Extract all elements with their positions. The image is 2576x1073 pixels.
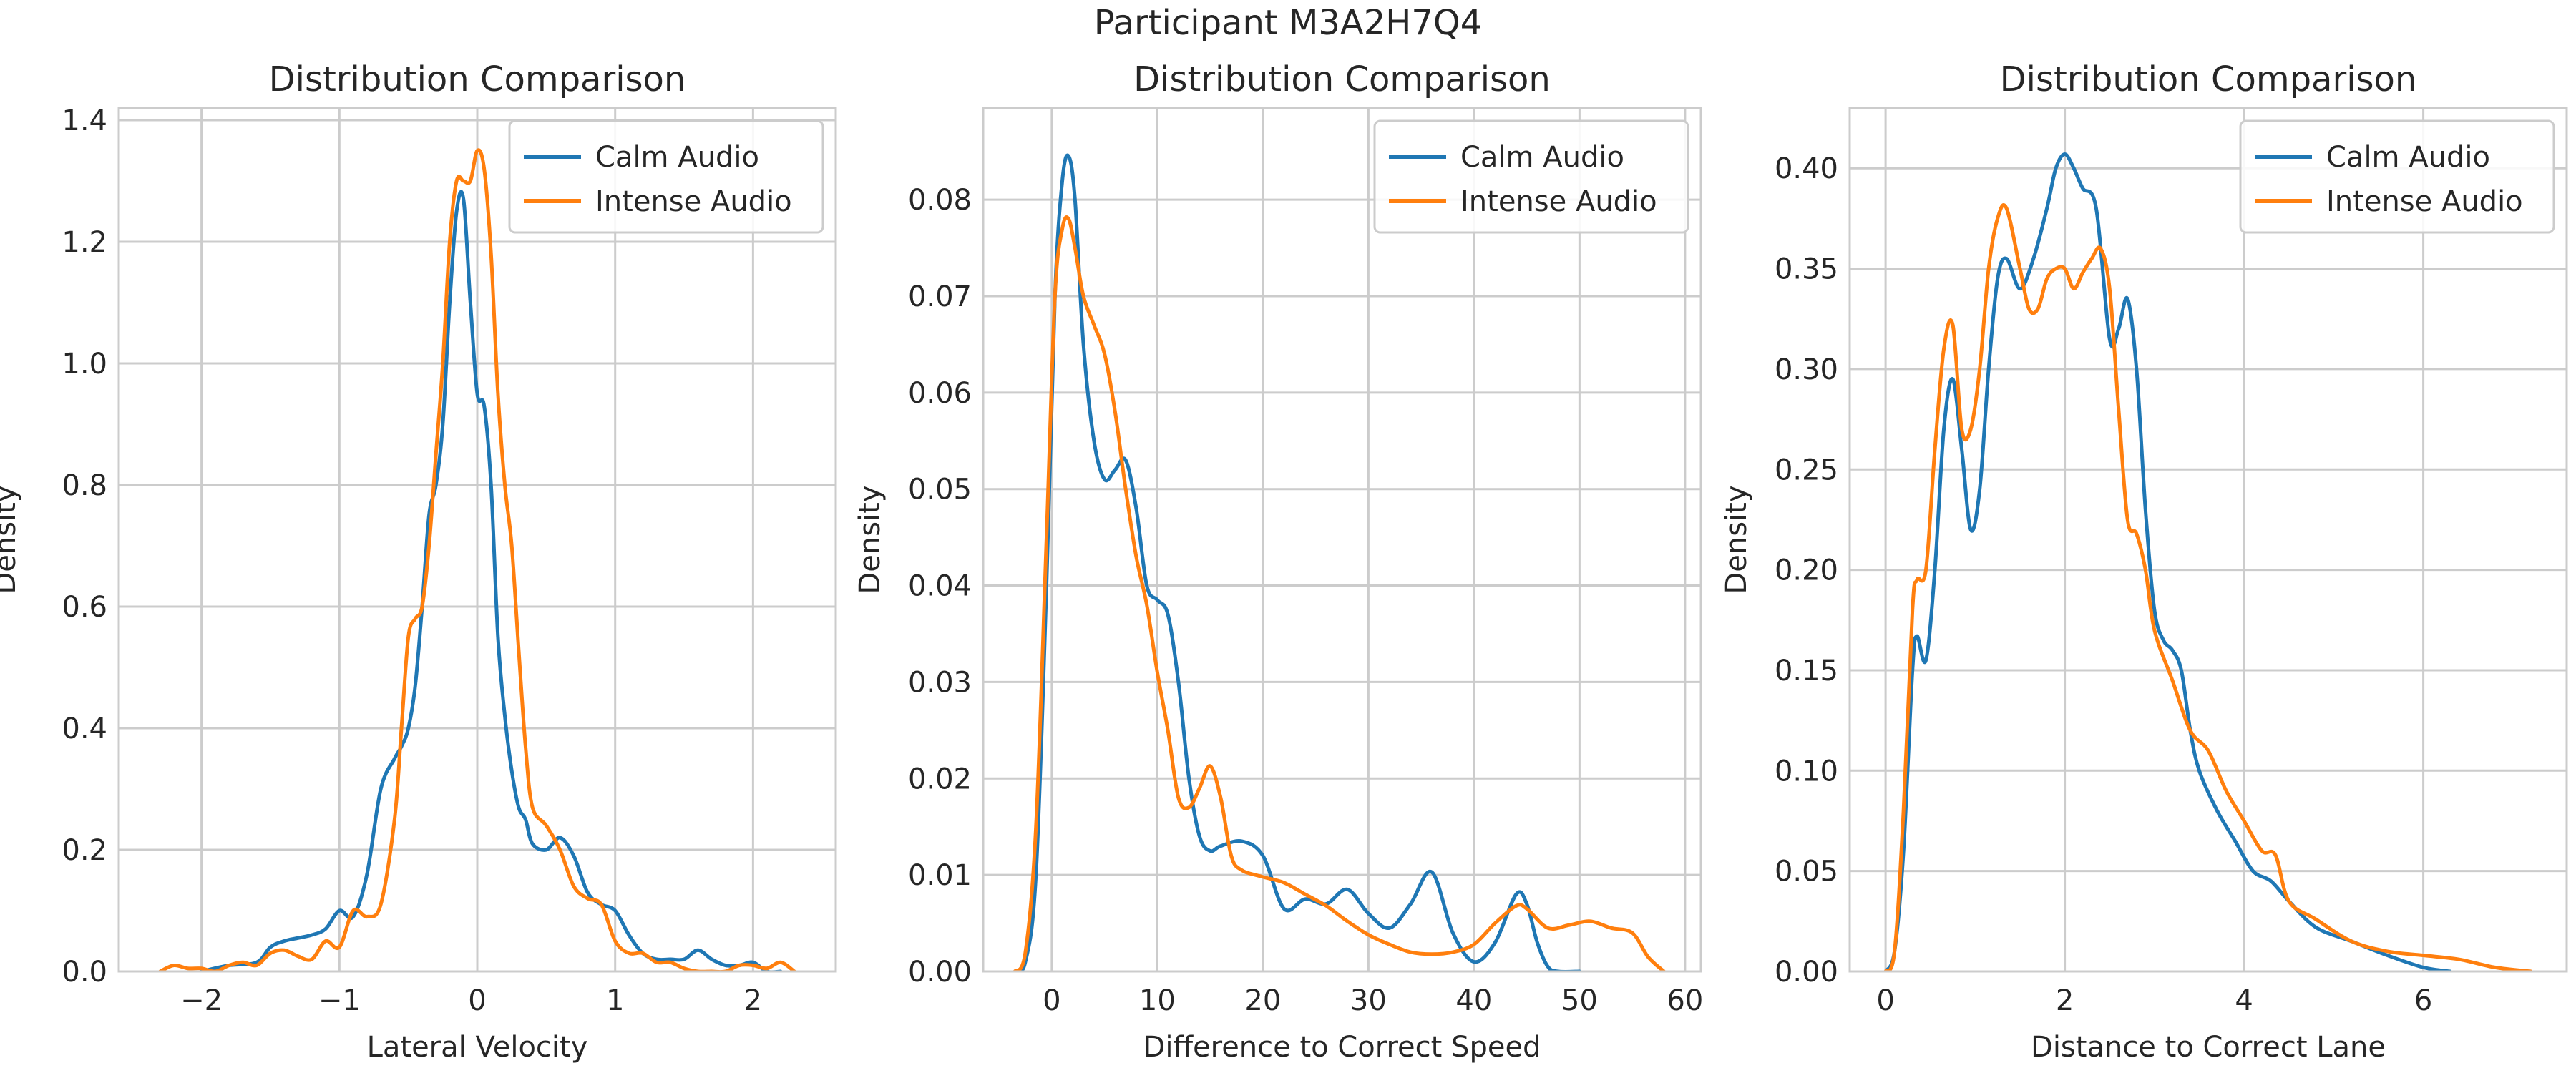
y-tick-label: 0.35	[1775, 253, 1838, 286]
y-tick-label: 1.0	[62, 348, 107, 381]
x-tick-label: 0	[468, 984, 486, 1017]
chart-panels: 0.0 0.2 0.4 0.6 0.8 1.0 1.2 1.4 −2 −1 0 1 2 Distribut…	[0, 59, 2568, 1064]
y-tick-label: 0.6	[62, 591, 107, 624]
y-tick-label: 0.30	[1775, 353, 1838, 386]
legend: Calm Audio Intense Audio	[508, 119, 824, 234]
y-tick-label: 1.2	[62, 226, 107, 259]
x-tick-label: 1	[606, 984, 624, 1017]
x-tick-label: 0	[1876, 984, 1894, 1017]
chart-title: Distribution Comparison	[1133, 59, 1551, 99]
legend-frame	[1373, 119, 1689, 234]
y-tick-label: 0.00	[1775, 956, 1838, 989]
series-line-intense-audio	[1013, 215, 1666, 971]
x-tick-label: 40	[1455, 984, 1492, 1017]
series-line-intense-audio	[1883, 203, 2533, 971]
legend: Calm Audio Intense Audio	[2239, 119, 2555, 234]
x-tick-label: −2	[180, 984, 223, 1017]
legend-label: Calm Audio	[1460, 141, 1624, 174]
legend-frame	[508, 119, 824, 234]
chart-title: Distribution Comparison	[269, 59, 686, 99]
chart-panel-1: 0.0 0.2 0.4 0.6 0.8 1.0 1.2 1.4 −2 −1 0 1 2 Distribut…	[0, 59, 837, 1064]
series-line-intense-audio	[158, 148, 796, 971]
x-tick-label: 30	[1350, 984, 1387, 1017]
x-tick-label: −1	[318, 984, 361, 1017]
y-tick-label: 0.15	[1775, 655, 1838, 687]
legend-label: Calm Audio	[2326, 141, 2490, 174]
y-tick-label: 0.10	[1775, 755, 1838, 788]
y-tick-label: 0.2	[62, 834, 107, 867]
y-tick-label: 0.06	[908, 377, 972, 410]
y-tick-label: 1.4	[62, 104, 107, 137]
x-tick-label: 50	[1561, 984, 1598, 1017]
y-tick-label: 0.00	[908, 956, 972, 989]
chart-panel-2: 0.00 0.01 0.02 0.03 0.04 0.05 0.06 0.07 0.08 0 10 2…	[854, 59, 1703, 1064]
y-tick-label: 0.02	[908, 763, 972, 795]
x-tick-label: 20	[1244, 984, 1281, 1017]
y-tick-label: 0.07	[908, 280, 972, 313]
y-axis-label: Density	[1720, 485, 1753, 594]
y-tick-label: 0.20	[1775, 554, 1838, 587]
x-axis-label: Distance to Correct Lane	[2031, 1031, 2386, 1064]
y-tick-label: 0.4	[62, 712, 107, 745]
series-line-calm-audio	[1883, 152, 2452, 971]
legend-label: Intense Audio	[595, 185, 792, 218]
chart-panel-3: 0.00 0.05 0.10 0.15 0.20 0.25 0.30 0.35 0.40 0 2 4 6…	[1720, 59, 2568, 1064]
x-tick-label: 60	[1667, 984, 1703, 1017]
y-tick-label: 0.05	[1775, 856, 1838, 888]
x-axis-label: Lateral Velocity	[367, 1031, 588, 1064]
y-tick-label: 0.08	[908, 184, 972, 217]
figure-suptitle: Participant M3A2H7Q4	[1094, 3, 1482, 43]
series-line-calm-audio	[200, 190, 783, 971]
series-line-calm-audio	[1013, 153, 1581, 971]
x-tick-label: 4	[2235, 984, 2253, 1017]
axes-frame	[1848, 107, 2568, 973]
chart-title: Distribution Comparison	[2000, 59, 2417, 99]
legend-label: Intense Audio	[1460, 185, 1657, 218]
x-tick-label: 10	[1139, 984, 1176, 1017]
y-tick-label: 0.05	[908, 474, 972, 506]
y-axis-label: Density	[854, 485, 887, 594]
legend-label: Calm Audio	[595, 141, 759, 174]
y-tick-label: 0.40	[1775, 152, 1838, 185]
x-tick-label: 2	[744, 984, 762, 1017]
axes-frame	[982, 107, 1702, 973]
x-axis-label: Difference to Correct Speed	[1143, 1031, 1541, 1064]
y-tick-label: 0.25	[1775, 454, 1838, 486]
axes-frame	[117, 107, 837, 973]
legend: Calm Audio Intense Audio	[1373, 119, 1689, 234]
x-tick-label: 6	[2414, 984, 2432, 1017]
y-tick-label: 0.03	[908, 666, 972, 699]
y-tick-label: 0.01	[908, 859, 972, 892]
y-axis-label: Density	[0, 485, 22, 594]
y-tick-label: 0.8	[62, 469, 107, 502]
x-tick-label: 0	[1043, 984, 1060, 1017]
legend-frame	[2239, 119, 2555, 234]
y-tick-label: 0.04	[908, 570, 972, 603]
legend-label: Intense Audio	[2326, 185, 2523, 218]
y-tick-label: 0.0	[62, 956, 107, 989]
x-tick-label: 2	[2056, 984, 2074, 1017]
